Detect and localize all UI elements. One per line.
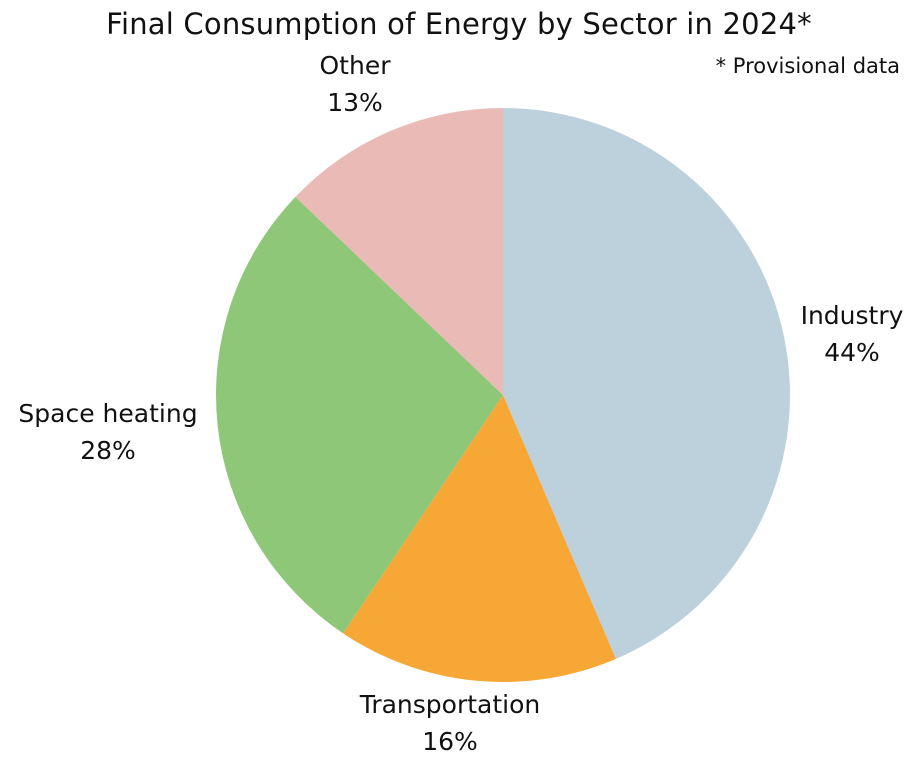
slice-name-other: Other — [319, 51, 391, 80]
slice-transportation — [343, 395, 616, 682]
slice-space-heating — [216, 196, 503, 634]
slice-name-industry: Industry — [800, 301, 904, 330]
slice-label-transportation: Transportation 16% — [360, 686, 541, 760]
slice-name-space-heating: Space heating — [18, 399, 198, 428]
slice-value-transportation: 16% — [422, 727, 478, 756]
chart-note: * Provisional data — [715, 54, 900, 78]
slice-value-space-heating: 28% — [80, 436, 136, 465]
slice-label-industry: Industry 44% — [801, 297, 904, 371]
slice-name-transportation: Transportation — [359, 690, 541, 719]
slice-label-space-heating: Space heating 28% — [18, 395, 197, 469]
slice-industry — [503, 108, 790, 659]
slice-other — [295, 108, 503, 395]
slice-value-other: 13% — [327, 88, 383, 117]
chart-title: Final Consumption of Energy by Sector in… — [106, 7, 812, 41]
slice-label-other: Other 13% — [320, 47, 391, 121]
slice-value-industry: 44% — [824, 338, 880, 367]
